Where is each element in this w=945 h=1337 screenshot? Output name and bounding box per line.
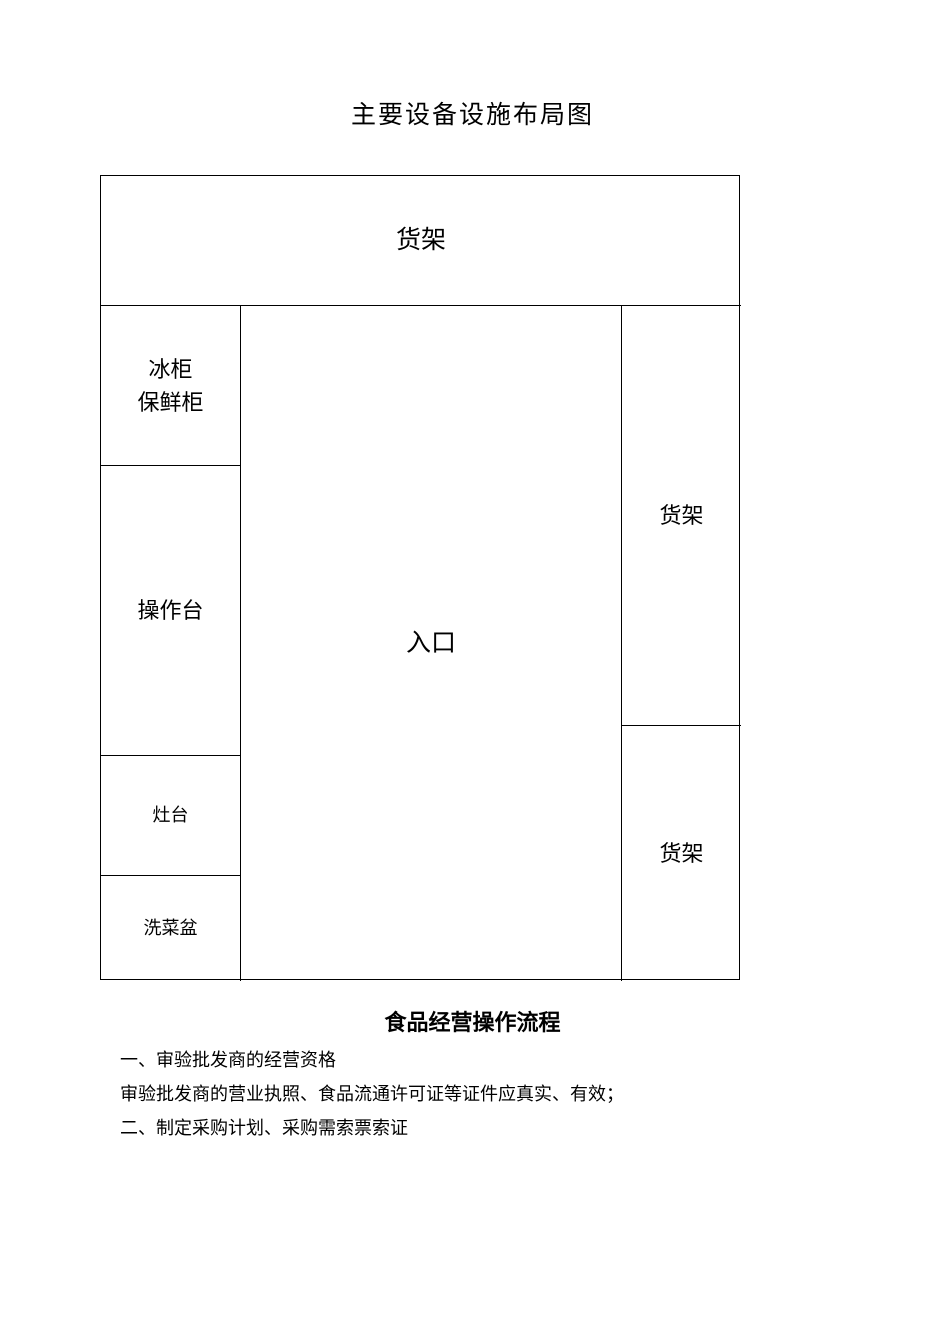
layout-diagram: 货架 冰柜 保鲜柜 操作台 灶台 洗菜盆 入口 货架 货架	[100, 175, 740, 980]
cell-shelf-right-2: 货架	[621, 726, 741, 981]
cell-top-shelf: 货架	[101, 176, 741, 306]
cell-worktable: 操作台	[101, 466, 241, 756]
cell-entrance: 入口	[241, 306, 621, 981]
cell-stove: 灶台	[101, 756, 241, 876]
page-title: 主要设备设施布局图	[0, 95, 945, 131]
cell-freezer: 冰柜 保鲜柜	[101, 306, 241, 466]
cell-sink: 洗菜盆	[101, 876, 241, 981]
freezer-line1: 冰柜	[148, 357, 192, 382]
section-subtitle: 食品经营操作流程	[0, 1005, 945, 1037]
freezer-line2: 保鲜柜	[137, 390, 203, 415]
body-line-1: 一、审验批发商的经营资格	[120, 1048, 840, 1073]
body-line-3: 二、制定采购计划、采购需索票索证	[120, 1116, 840, 1141]
freezer-label: 冰柜 保鲜柜	[137, 353, 203, 419]
cell-shelf-right-1: 货架	[621, 306, 741, 726]
body-line-2: 审验批发商的营业执照、食品流通许可证等证件应真实、有效；	[120, 1082, 840, 1107]
